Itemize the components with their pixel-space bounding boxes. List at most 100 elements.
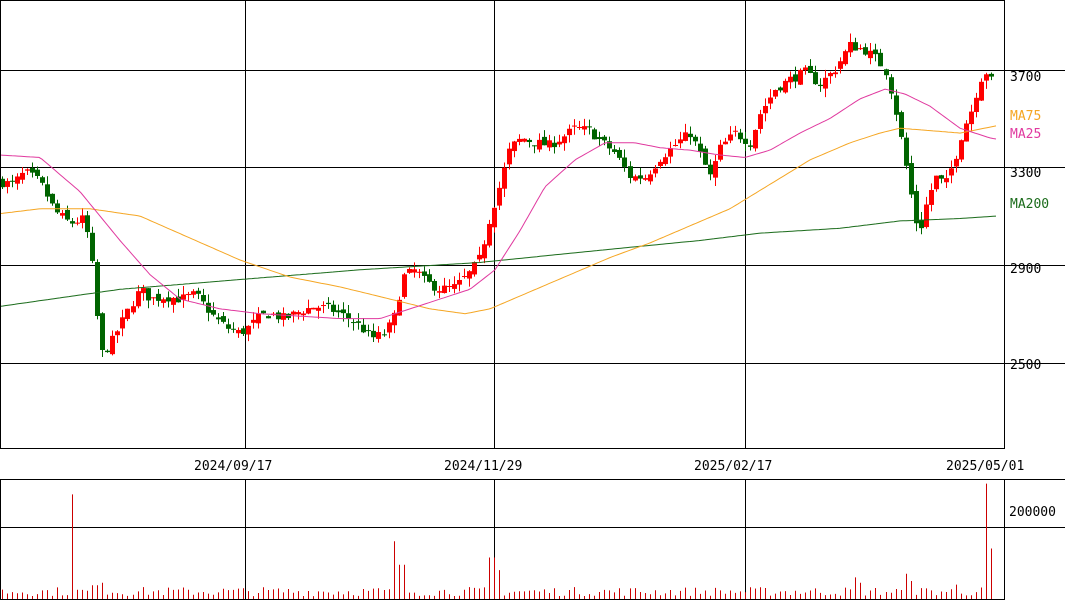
legend-ma200: MA200 (1010, 197, 1049, 212)
candle-body (80, 215, 85, 223)
candle-body (402, 274, 407, 297)
candle-body (472, 262, 477, 275)
ma75-line (0, 125, 997, 315)
legend-ma75: MA75 (1010, 109, 1041, 124)
candle-body (678, 139, 683, 144)
x-tick-2025-02-17: 2025/02/17 (694, 459, 772, 474)
y-tick-2500: 2500 (1010, 358, 1041, 373)
candle-body (813, 72, 818, 85)
candle-body (878, 52, 883, 67)
moving-average-lines (0, 88, 997, 320)
candle-body (663, 157, 668, 165)
candle-body (95, 262, 100, 316)
candle-body (5, 181, 10, 187)
candle-body (894, 95, 899, 115)
candle-body (557, 141, 562, 145)
candle-body (221, 316, 226, 322)
candle-body (417, 271, 422, 273)
candle-body (949, 168, 954, 176)
candle-body (633, 176, 638, 181)
ma200-line (0, 215, 997, 307)
candle-body (803, 67, 808, 71)
candle-body (331, 304, 336, 312)
candle-body (171, 297, 176, 305)
candle-body (156, 293, 161, 301)
candle-body (311, 307, 316, 310)
candle-body (979, 81, 984, 101)
candle-body (492, 207, 497, 228)
candle-body (964, 123, 969, 142)
candle-body (266, 316, 271, 319)
candle-body (783, 80, 788, 93)
candle-body (201, 295, 206, 302)
candle-body (366, 330, 371, 332)
x-tick-2024-09-17: 2024/09/17 (194, 459, 272, 474)
candle-body (868, 50, 873, 59)
candle-body (673, 145, 678, 147)
candle-body (532, 145, 537, 147)
candle-body (778, 87, 783, 91)
candle-body (85, 215, 90, 233)
candle-body (507, 148, 512, 165)
candle-body (236, 329, 241, 334)
candle-body (25, 169, 30, 171)
candle-body (136, 291, 141, 307)
candle-body (653, 168, 658, 174)
candle-body (20, 172, 25, 180)
candle-body (45, 184, 50, 197)
candle-body (853, 42, 858, 51)
candle-body (246, 325, 251, 335)
candle-body (196, 290, 201, 294)
candle-body (256, 313, 261, 324)
candle-body (10, 180, 15, 182)
candle-body (75, 222, 80, 224)
candle-body (889, 77, 894, 94)
candle-body (306, 308, 311, 314)
candle-body (115, 331, 120, 336)
candle-body (105, 350, 110, 353)
x-tick-2024-11-29: 2024/11/29 (444, 459, 522, 474)
candle-body (984, 74, 989, 81)
candle-body (768, 97, 773, 104)
candle-body (904, 137, 909, 166)
candle-body (376, 332, 381, 339)
candle-body (90, 232, 95, 261)
x-tick-2025-05-01: 2025/05/01 (946, 459, 1024, 474)
candle-body (648, 174, 653, 182)
candle-body (70, 221, 75, 224)
volume-bars (2, 483, 992, 599)
candle-body (442, 285, 447, 294)
candle-body (708, 164, 713, 175)
candle-body (371, 330, 376, 338)
candle-body (437, 291, 442, 293)
candle-body (412, 269, 417, 273)
candle-body (191, 291, 196, 295)
candle-body (422, 271, 427, 276)
candle-body (577, 127, 582, 129)
candle-body (361, 324, 366, 333)
candle-body (833, 72, 838, 75)
candle-body (552, 142, 557, 148)
candle-body (607, 141, 612, 149)
candle-body (738, 132, 743, 140)
candle-body (497, 187, 502, 206)
candle-body (587, 126, 592, 128)
price-panel-frame (0, 0, 1005, 449)
candle-body (808, 65, 813, 73)
candle-body (838, 61, 843, 69)
candle-body (301, 313, 306, 316)
candle-body (0, 178, 5, 188)
candle-body (924, 204, 929, 228)
candle-body (392, 312, 397, 326)
candle-body (110, 335, 115, 355)
candle-body (462, 276, 467, 278)
candle-body (748, 145, 753, 147)
ma25-line (0, 88, 997, 320)
candle-body (296, 312, 301, 315)
candle-body (622, 157, 627, 167)
candle-body (562, 136, 567, 144)
candle-body (50, 193, 55, 204)
candle-body (572, 125, 577, 127)
candle-body (151, 297, 156, 299)
